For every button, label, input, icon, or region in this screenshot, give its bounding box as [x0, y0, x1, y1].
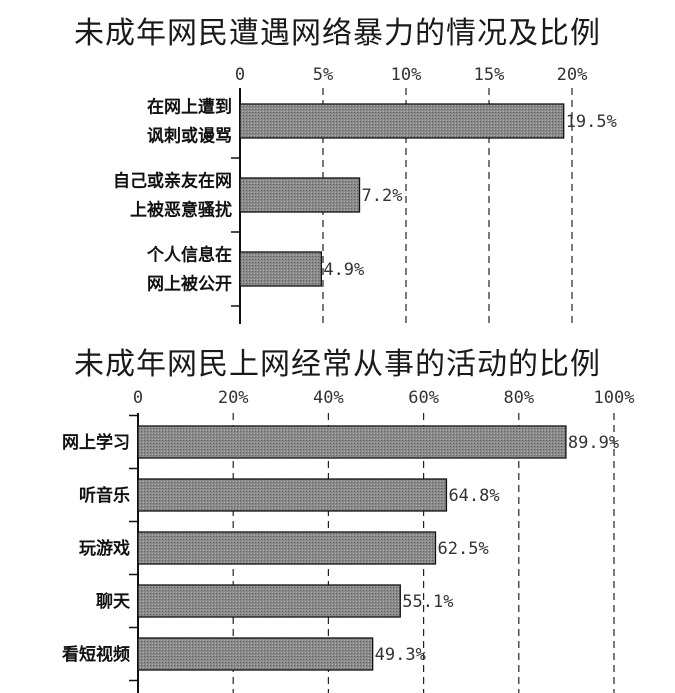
tick-label: 20% [557, 65, 588, 85]
chart-panel-activities: 未成年网民上网经常从事的活动的比例 0 20% 40% 60% 80% 100% 89.9%… [0, 335, 675, 693]
value-label: 19.5% [566, 112, 617, 132]
value-label: 55.1% [402, 592, 453, 612]
bar-2 [239, 177, 361, 213]
category-label: 网上学习 [62, 432, 130, 453]
tick-label: 60% [408, 388, 439, 408]
value-label: 7.2% [362, 186, 403, 206]
value-label: 4.9% [323, 260, 364, 280]
tick-label: 10% [391, 65, 422, 85]
category-label: 看短视频 [61, 644, 130, 665]
category-label: 在网上遭到 [147, 97, 232, 118]
value-label: 62.5% [438, 539, 489, 559]
bar-3 [239, 251, 322, 287]
chart-title: 未成年网民遭遇网络暴力的情况及比例 [74, 16, 601, 51]
tick-label: 100% [594, 388, 635, 408]
value-label: 64.8% [448, 486, 499, 506]
category-label: 讽刺或谩骂 [147, 126, 232, 147]
category-label: 自己或亲友在网 [113, 171, 232, 192]
chart-title: 未成年网民上网经常从事的活动的比例 [74, 347, 601, 382]
chart-panel-violence: 未成年网民遭遇网络暴力的情况及比例 0 5% 10% 15% 20% 19.5% 在网上遭到… [0, 0, 675, 335]
value-label: 49.3% [375, 645, 426, 665]
tick-label: 5% [313, 65, 333, 85]
tick-label: 40% [313, 388, 344, 408]
category-label: 听音乐 [79, 485, 130, 506]
category-label: 网上被公开 [147, 274, 232, 295]
bar-4 [137, 584, 401, 618]
category-label: 上被恶意骚扰 [130, 200, 232, 221]
tick-label: 15% [474, 65, 505, 85]
tick-label: 20% [218, 388, 249, 408]
bar-chart-activities: 0 20% 40% 60% 80% 100% 89.9% 网上学习 64.8% 听音乐 62.5% 玩… [61, 388, 635, 693]
category-label: 玩游戏 [79, 538, 130, 559]
category-label: 聊天 [96, 591, 131, 612]
tick-label: 0 [133, 388, 143, 408]
bar-1 [239, 103, 565, 139]
bar-3 [137, 531, 437, 565]
bar-2 [137, 478, 448, 512]
value-label: 89.9% [568, 433, 619, 453]
tick-label: 80% [503, 388, 534, 408]
category-label: 个人信息在 [146, 245, 232, 266]
bar-5 [137, 637, 374, 671]
tick-label: 0 [235, 65, 245, 85]
bar-1 [137, 425, 567, 459]
